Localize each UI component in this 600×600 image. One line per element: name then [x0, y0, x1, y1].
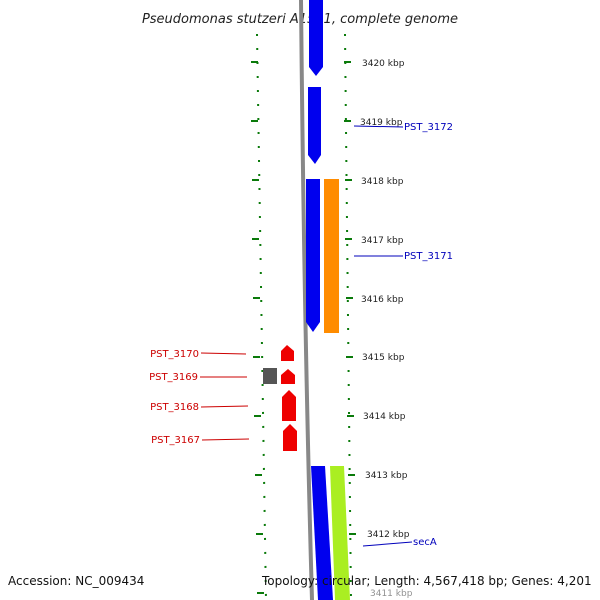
tick-label: 3411 kbp — [370, 589, 413, 599]
green-feature[interactable] — [330, 466, 350, 600]
right-major-ticks — [344, 61, 356, 535]
gene-label-pst-3171[interactable]: PST_3171 — [404, 251, 453, 262]
gene-label-pst-3168[interactable]: PST_3168 — [150, 402, 199, 413]
gene-arrow-pst-3167[interactable] — [283, 424, 297, 451]
gene-labels: PST_3172 PST_3171 PST_3170 PST_3169 PST_… — [149, 122, 453, 548]
gene-arrow-pst-3168[interactable] — [282, 390, 296, 421]
tick-label: 3417 kbp — [361, 236, 404, 246]
genome-backbone — [299, 0, 314, 600]
tick-label: 3412 kbp — [367, 530, 410, 540]
gene-arrow-blue[interactable] — [309, 0, 323, 76]
gene-arrow-sec-a[interactable] — [311, 466, 333, 600]
gene-arrow-pst-3171[interactable] — [306, 179, 320, 332]
gene-label-pst-3167[interactable]: PST_3167 — [151, 435, 200, 446]
gene-label-pst-3172[interactable]: PST_3172 — [404, 122, 453, 133]
gene-label-pst-3170[interactable]: PST_3170 — [150, 349, 199, 360]
gene-features — [263, 0, 350, 600]
gene-arrow-pst-3172[interactable] — [308, 87, 321, 164]
tick-label: 3413 kbp — [365, 471, 408, 481]
gene-label-sec-a[interactable]: secA — [413, 537, 437, 548]
gene-arrow-pst-3170[interactable] — [281, 345, 294, 361]
label-leader-lines — [200, 125, 413, 547]
inner-dotted-ruler — [256, 33, 267, 600]
tick-label: 3419 kbp — [360, 118, 403, 128]
tick-label: 3416 kbp — [361, 295, 404, 305]
gene-label-pst-3169[interactable]: PST_3169 — [149, 372, 198, 383]
tick-label: 3418 kbp — [361, 177, 404, 187]
left-major-ticks — [251, 61, 264, 594]
gene-arrow-pst-3169[interactable] — [281, 369, 295, 384]
orange-feature[interactable] — [324, 179, 339, 333]
tick-label: 3420 kbp — [362, 59, 405, 69]
tick-label: 3414 kbp — [363, 412, 406, 422]
accession-text: Accession: NC_009434 — [8, 574, 145, 588]
genome-summary-text: Topology: circular; Length: 4,567,418 bp… — [262, 574, 592, 588]
tick-labels: 3420 kbp 3419 kbp 3418 kbp 3417 kbp 3416… — [360, 59, 413, 599]
tick-label: 3415 kbp — [362, 353, 405, 363]
gray-feature[interactable] — [263, 368, 277, 384]
